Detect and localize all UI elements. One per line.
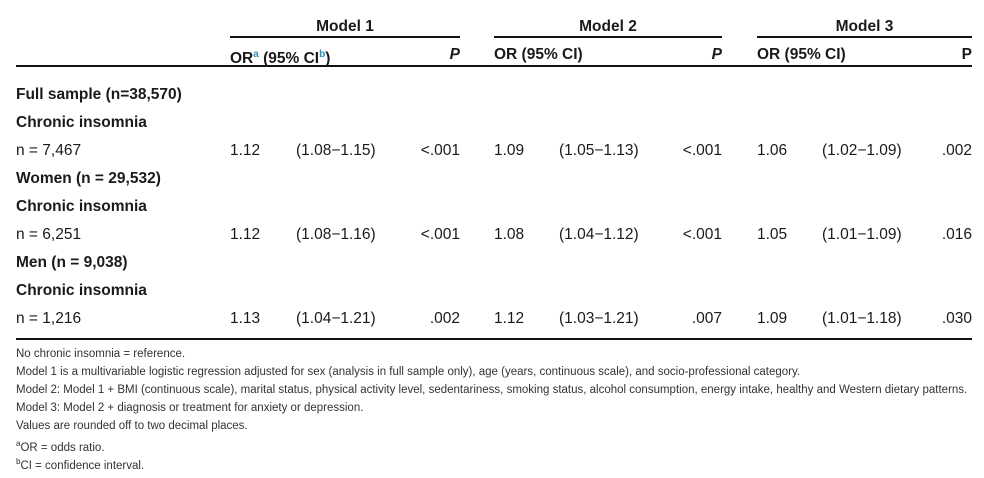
footnote: Values are rounded off to two decimal pl… bbox=[16, 420, 248, 432]
row-label: Full sample (n=38,570) bbox=[16, 86, 182, 103]
model-title: Model 1 bbox=[316, 18, 374, 35]
model-underline bbox=[230, 36, 460, 38]
or-value: 1.09 bbox=[757, 310, 788, 327]
model-title: Model 3 bbox=[835, 18, 894, 35]
or-label: OR bbox=[230, 50, 254, 68]
footnote-text: CI = confidence interval. bbox=[20, 459, 145, 472]
footnote-ref-a: a bbox=[253, 49, 259, 60]
model-title: Model 2 bbox=[579, 18, 637, 35]
footnote: No chronic insomnia = reference. bbox=[16, 348, 186, 360]
or-value: 1.12 bbox=[494, 310, 525, 327]
ci-label: (95% CI bbox=[263, 50, 320, 68]
or-value: 1.13 bbox=[230, 310, 261, 327]
row-label: Chronic insomnia bbox=[16, 114, 147, 131]
row-label: n = 6,251 bbox=[16, 226, 82, 243]
footnote-ref-b: b bbox=[319, 49, 326, 60]
row-label: n = 7,467 bbox=[16, 142, 82, 159]
footnote: Model 2: Model 1 + BMI (continuous scale… bbox=[16, 384, 968, 396]
or-value: 1.06 bbox=[757, 142, 788, 159]
p-value: <.001 bbox=[682, 226, 722, 243]
ci-value: (1.01−1.18) bbox=[822, 310, 902, 327]
footnote: Model 1 is a multivariable logistic regr… bbox=[16, 366, 801, 378]
ci-value: (1.05−1.13) bbox=[559, 142, 639, 159]
or-value: 1.08 bbox=[494, 226, 525, 243]
footnote-abbrev: aOR = odds ratio. bbox=[16, 437, 105, 455]
p-header: P bbox=[711, 46, 722, 63]
or-value: 1.05 bbox=[757, 226, 788, 243]
footnote-marker: b bbox=[16, 457, 21, 466]
row-label: n = 1,216 bbox=[16, 310, 82, 327]
or-ci-header: ORa (95% CIb) bbox=[230, 46, 330, 68]
or-value: 1.09 bbox=[494, 142, 525, 159]
ci-value: (1.08−1.16) bbox=[296, 226, 376, 243]
p-header: P bbox=[449, 46, 460, 63]
ci-value: (1.04−1.21) bbox=[296, 310, 376, 327]
row-label: Chronic insomnia bbox=[16, 198, 147, 215]
footnote-abbrev: bCI = confidence interval. bbox=[16, 455, 144, 473]
model-underline bbox=[494, 36, 722, 38]
p-value: <.001 bbox=[420, 142, 460, 159]
p-value: .016 bbox=[941, 226, 972, 243]
or-value: 1.12 bbox=[230, 226, 261, 243]
p-value: .002 bbox=[429, 310, 460, 327]
top-rule bbox=[16, 65, 972, 67]
footnote-text: OR = odds ratio. bbox=[20, 441, 105, 454]
row-label: Women (n = 29,532) bbox=[16, 170, 161, 187]
ci-close: ) bbox=[325, 50, 331, 68]
model-underline bbox=[757, 36, 972, 38]
ci-value: (1.03−1.21) bbox=[559, 310, 639, 327]
p-value: .002 bbox=[941, 142, 972, 159]
bottom-rule bbox=[16, 338, 972, 340]
or-ci-header: OR (95% CI) bbox=[757, 46, 846, 63]
ci-value: (1.08−1.15) bbox=[296, 142, 376, 159]
or-value: 1.12 bbox=[230, 142, 261, 159]
p-value: <.001 bbox=[420, 226, 460, 243]
p-value: .007 bbox=[691, 310, 722, 327]
footnote: Model 3: Model 2 + diagnosis or treatmen… bbox=[16, 402, 364, 414]
ci-value: (1.01−1.09) bbox=[822, 226, 902, 243]
ci-value: (1.04−1.12) bbox=[559, 226, 639, 243]
or-ci-header: OR (95% CI) bbox=[494, 46, 583, 63]
p-value: .030 bbox=[941, 310, 972, 327]
row-label: Men (n = 9,038) bbox=[16, 254, 128, 271]
row-label: Chronic insomnia bbox=[16, 282, 147, 299]
footnote-marker: a bbox=[16, 439, 21, 448]
p-header: P bbox=[961, 46, 972, 63]
p-value: <.001 bbox=[682, 142, 722, 159]
ci-value: (1.02−1.09) bbox=[822, 142, 902, 159]
